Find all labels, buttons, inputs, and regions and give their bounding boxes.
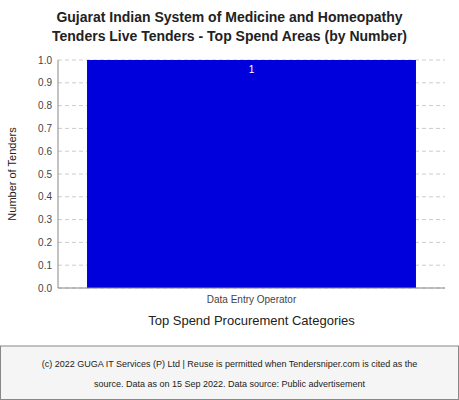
y-axis-line <box>58 60 59 288</box>
y-tick-label: 0.5 <box>38 169 52 180</box>
footer-text: (c) 2022 GUGA IT Services (P) Ltd | Reus… <box>42 359 418 369</box>
data-label: 1 <box>249 64 255 75</box>
y-tick-label: 0.9 <box>38 77 52 88</box>
y-tick-label: 0.3 <box>38 214 52 225</box>
y-tick-label: 0.2 <box>38 237 52 248</box>
y-tick-label: 0.6 <box>38 146 52 157</box>
grid-line <box>58 288 445 289</box>
y-tick-label: 0.7 <box>38 123 52 134</box>
x-tick-label: Data Entry Operator <box>207 294 297 305</box>
y-tick-label: 0.8 <box>38 100 52 111</box>
y-tick-label: 1.0 <box>38 55 52 66</box>
footer-box <box>1 346 459 400</box>
bars <box>87 60 416 288</box>
bar <box>87 60 416 288</box>
subtitle: Tenders Live Tenders - Top Spend Areas (… <box>52 28 407 44</box>
footer-text: source. Data as on 15 Sep 2022. Data sou… <box>94 379 366 389</box>
grid <box>58 60 445 288</box>
y-tick-label: 0.1 <box>38 260 52 271</box>
x-axis-line <box>58 288 445 289</box>
y-tick-label: 0.0 <box>38 283 52 294</box>
background <box>0 0 459 400</box>
x-axis-label: Top Spend Procurement Categories <box>148 313 355 328</box>
data-labels: 1 <box>249 64 255 75</box>
y-tick-label: 0.4 <box>38 191 52 202</box>
chart: Gujarat Indian System of Medicine and Ho… <box>0 0 459 400</box>
title: Gujarat Indian System of Medicine and Ho… <box>56 9 402 25</box>
y-axis-label: Number of Tenders <box>6 127 18 221</box>
